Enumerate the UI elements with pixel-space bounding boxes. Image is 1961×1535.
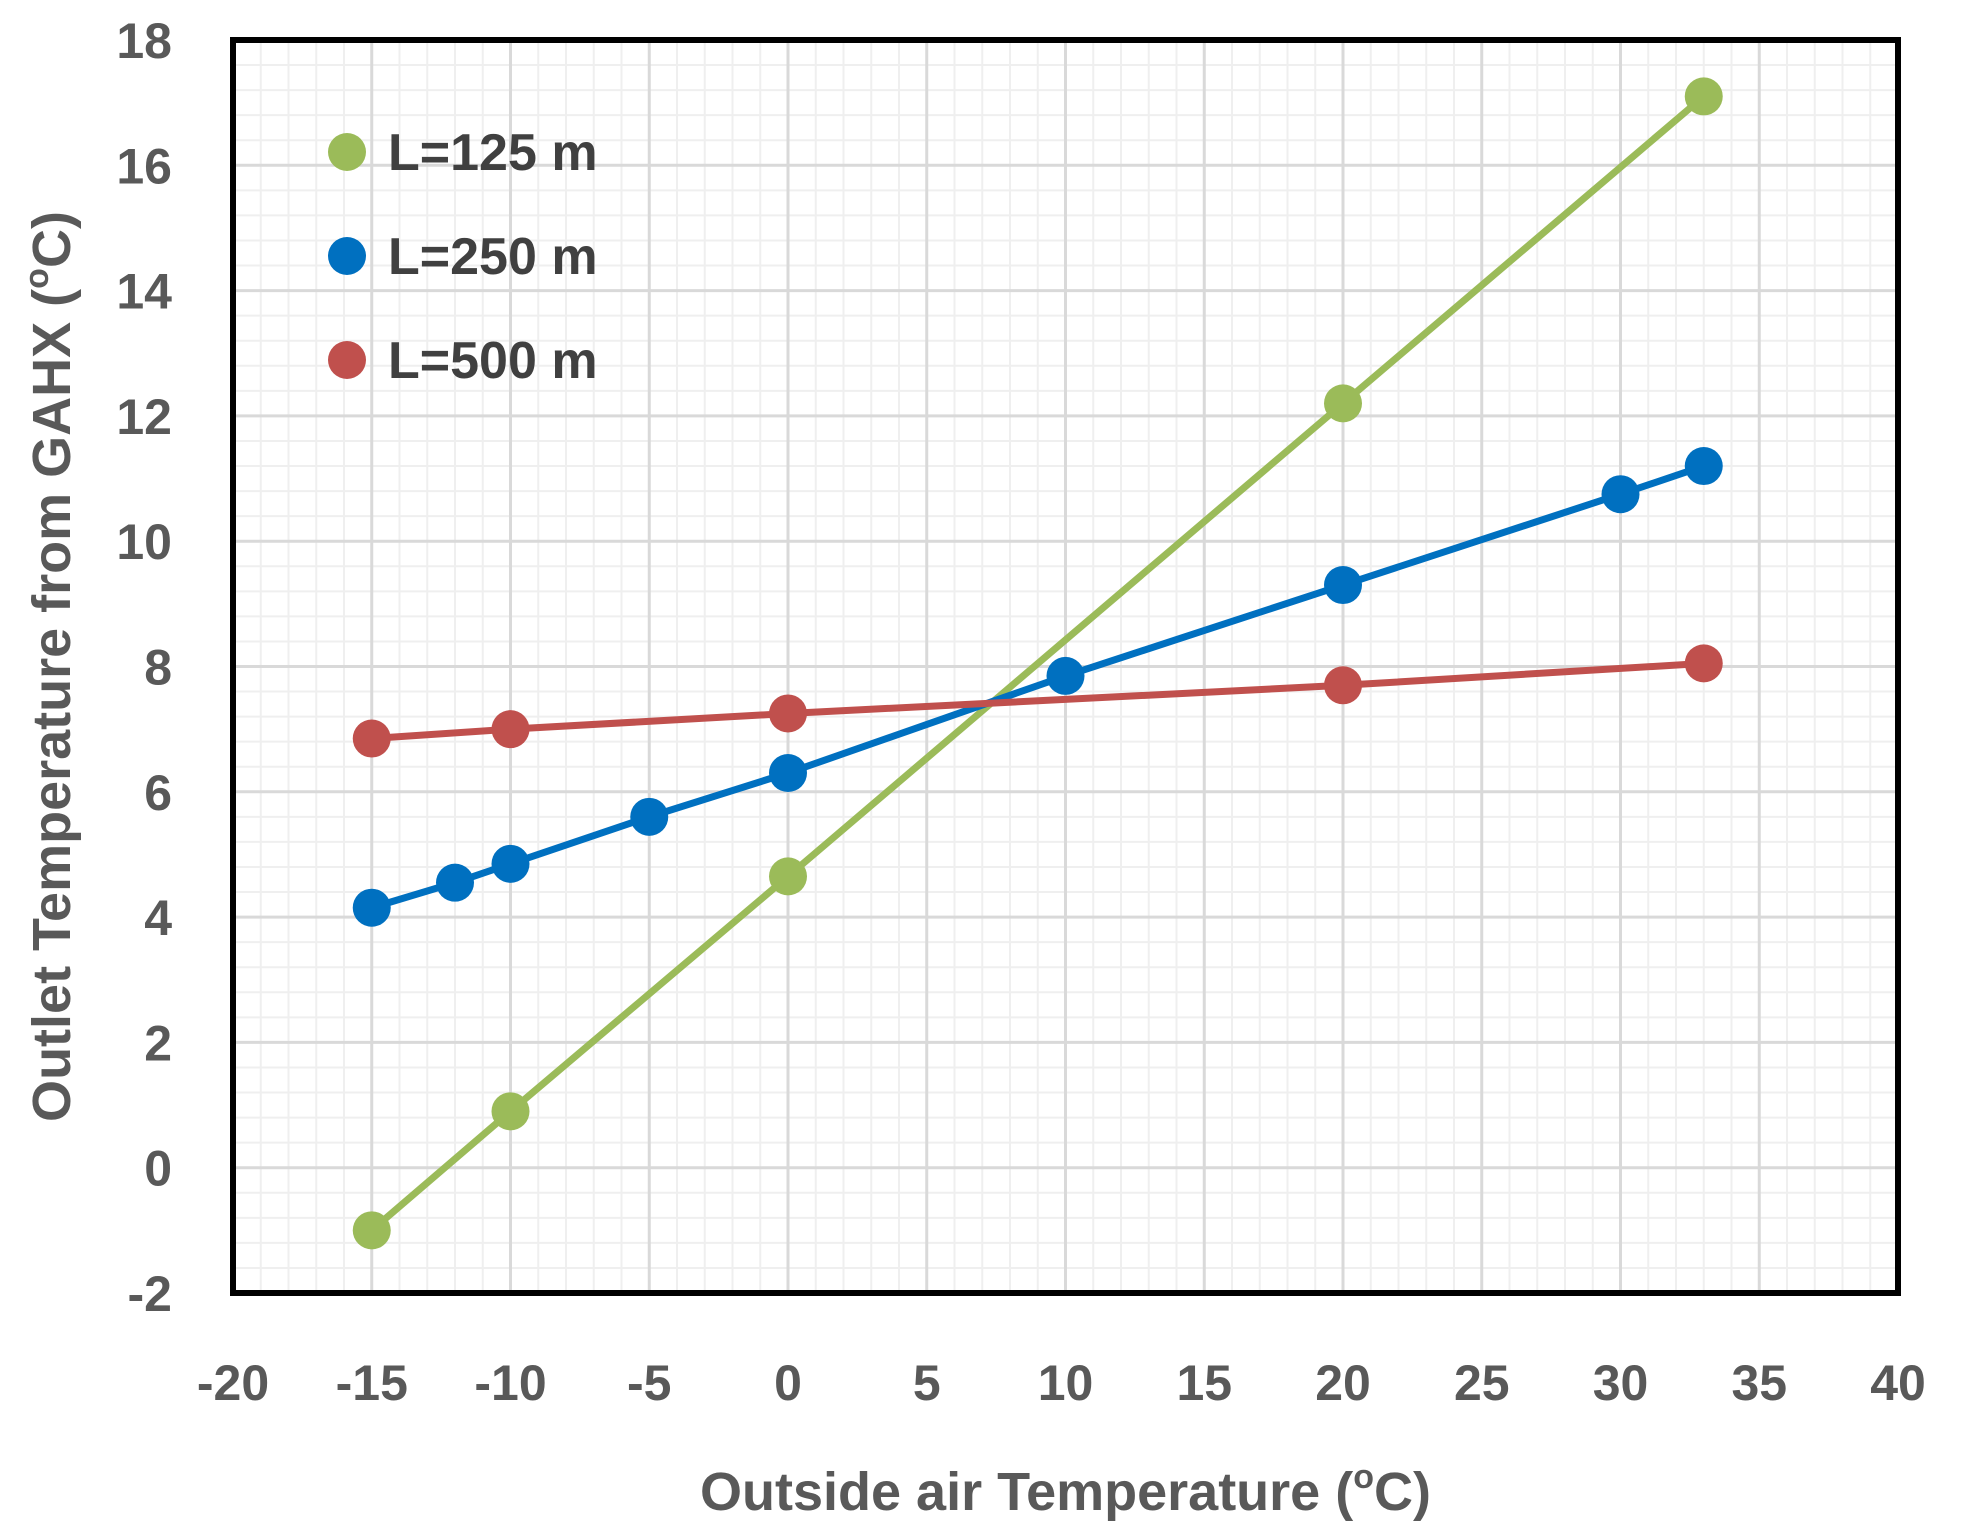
- data-point: [352, 1211, 391, 1250]
- x-tick-label: 5: [913, 1355, 941, 1411]
- x-tick-label: -15: [336, 1355, 408, 1411]
- data-point: [1324, 666, 1362, 705]
- series-L=125 m: [352, 77, 1723, 1250]
- y-tick-label: 8: [144, 640, 172, 696]
- x-tick-label: -10: [474, 1355, 546, 1411]
- y-tick-label: 12: [116, 389, 172, 445]
- y-tick-labels: -2 0 2 4 6 8 10 12 14 16 18: [116, 13, 172, 1322]
- x-tick-label: -5: [627, 1355, 671, 1411]
- y-axis-unit: C): [22, 211, 82, 268]
- x-tick-label: 15: [1176, 1355, 1232, 1411]
- data-point: [352, 888, 391, 927]
- y-tick-label: 6: [144, 765, 172, 821]
- x-tick-label: 30: [1593, 1355, 1649, 1411]
- data-point: [352, 719, 391, 758]
- data-point: [1684, 447, 1723, 486]
- y-tick-label: 0: [144, 1141, 172, 1197]
- x-tick-label: 40: [1870, 1355, 1926, 1411]
- x-axis-unit: C): [1374, 1462, 1431, 1522]
- data-point: [1324, 384, 1362, 423]
- series-L=500 m: [352, 644, 1723, 758]
- y-axis-title-text: Outlet Temperature from GAHX (: [22, 289, 82, 1122]
- data-point: [491, 710, 530, 749]
- x-tick-label: 20: [1315, 1355, 1371, 1411]
- y-tick-label: -2: [128, 1266, 172, 1322]
- data-point: [491, 1092, 530, 1131]
- x-tick-label: 35: [1731, 1355, 1787, 1411]
- data-point: [1684, 644, 1723, 683]
- x-tick-label: -20: [197, 1355, 269, 1411]
- data-point: [436, 863, 474, 902]
- y-tick-label: 16: [116, 138, 172, 194]
- data-point: [769, 754, 807, 793]
- x-tick-label: 0: [774, 1355, 802, 1411]
- y-axis-title: Outlet Temperature from GAHX (oC): [18, 211, 82, 1122]
- data-point: [1046, 656, 1085, 695]
- x-axis-title-text: Outside air Temperature (: [700, 1462, 1353, 1522]
- data-point: [1324, 566, 1362, 605]
- y-tick-label: 14: [116, 264, 172, 320]
- legend-marker: [328, 133, 366, 171]
- y-tick-label: 4: [144, 890, 172, 946]
- legend-label: L=500 m: [388, 332, 598, 390]
- data-point: [491, 844, 530, 883]
- series-L=250 m: [352, 447, 1723, 927]
- y-tick-label: 18: [116, 13, 172, 69]
- y-tick-label: 2: [144, 1015, 172, 1071]
- x-axis-degree: o: [1353, 1458, 1374, 1496]
- legend-item: L=250 m: [328, 228, 598, 286]
- legend-marker: [328, 341, 366, 379]
- data-point: [769, 694, 807, 733]
- legend-item: L=125 m: [328, 124, 598, 182]
- series-layer: [352, 77, 1723, 1250]
- data-point: [1601, 475, 1640, 514]
- data-point: [630, 797, 669, 836]
- y-axis-degree: o: [18, 268, 56, 289]
- data-point: [1684, 77, 1723, 116]
- legend-label: L=125 m: [388, 124, 598, 182]
- legend: L=125 m L=250 m L=500 m: [328, 124, 598, 390]
- y-tick-label: 10: [116, 514, 172, 570]
- x-tick-labels: -20 -15 -10 -5 0 5 10 15 20 25 30 35 40: [197, 1355, 1926, 1411]
- x-axis-title: Outside air Temperature (oC): [700, 1458, 1431, 1522]
- plot-frame: [230, 37, 1901, 1296]
- legend-label: L=250 m: [388, 228, 598, 286]
- x-tick-label: 25: [1454, 1355, 1510, 1411]
- data-point: [769, 857, 807, 896]
- legend-marker: [328, 237, 366, 275]
- legend-item: L=500 m: [328, 332, 598, 390]
- x-tick-label: 10: [1038, 1355, 1094, 1411]
